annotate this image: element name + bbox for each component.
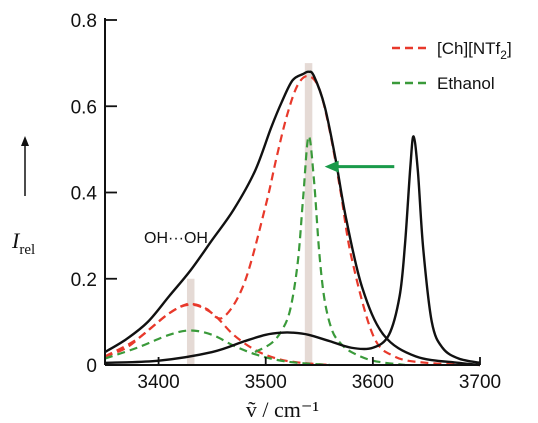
legend: [Ch][NTf2] Ethanol	[392, 39, 512, 93]
x-tick-label: 3400	[137, 372, 179, 393]
y-ticks: 0 0.2 0.4 0.6 0.8	[71, 11, 117, 377]
x-ticks: 3400 3500 3600 3700	[137, 357, 501, 393]
y-axis-label-group: Irel	[11, 136, 35, 258]
x-axis-label: ṽ / cm⁻¹	[246, 397, 319, 422]
y-axis-label: Irel	[11, 228, 35, 258]
series-layer	[104, 70, 481, 367]
series-line-5	[104, 135, 481, 365]
legend-subscript: 2	[500, 48, 507, 62]
x-tick-label: 3600	[352, 372, 394, 393]
shift-arrow	[324, 160, 395, 173]
legend-label: [Ch][NTf2]	[437, 39, 512, 62]
series-line-4	[104, 70, 481, 367]
series-line-3	[254, 135, 406, 367]
series-line-1	[104, 303, 331, 367]
shaded-band-1	[304, 63, 313, 365]
y-axis-arrow-head	[21, 136, 29, 146]
legend-label: Ethanol	[437, 74, 495, 93]
series-line-2	[104, 329, 331, 367]
x-tick-label: 3700	[459, 372, 501, 393]
x-tick-label: 3500	[245, 372, 287, 393]
oh-oh-annotation: OH···OH	[144, 230, 208, 247]
y-tick-label: 0.8	[71, 11, 97, 32]
y-tick-label: 0	[86, 356, 97, 377]
y-tick-label: 0.6	[71, 97, 97, 118]
axes	[104, 18, 480, 366]
y-tick-label: 0.4	[71, 184, 98, 205]
legend-bracket: ]	[507, 39, 512, 58]
y-axis-label-subscript: rel	[19, 242, 35, 258]
shaded-band-0	[186, 278, 195, 365]
shaded-bands	[186, 63, 313, 365]
shift-arrow-head	[324, 160, 339, 173]
y-tick-label: 0.2	[71, 270, 97, 291]
series-line-0	[104, 74, 481, 367]
